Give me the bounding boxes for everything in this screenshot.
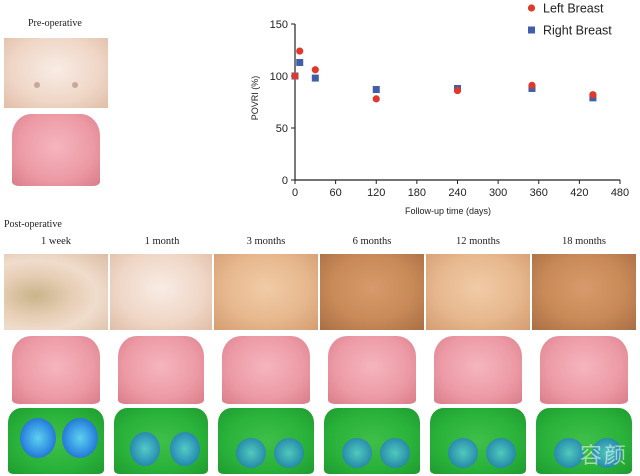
column-label-3-months: 3 months	[246, 236, 286, 247]
point-right-breast	[296, 58, 304, 66]
x-tick-label: 360	[530, 187, 548, 199]
watermark: 容颜	[579, 444, 628, 469]
volume-heatmap-18-months: 容颜	[532, 408, 636, 474]
photo-18-months	[532, 254, 636, 330]
y-tick-label: 150	[270, 19, 288, 31]
chart-points	[291, 47, 597, 103]
point-left-breast	[291, 72, 299, 80]
legend-label: Left Breast	[543, 2, 604, 16]
y-tick-label: 0	[282, 175, 288, 187]
pre-operative-label: Pre-operative	[28, 18, 82, 29]
pre-operative-3d-model	[4, 114, 108, 186]
point-right-breast	[372, 86, 380, 94]
3d-model-1-month	[110, 336, 212, 404]
column-label-1-month: 1 month	[144, 236, 180, 247]
pre-operative-photo	[4, 38, 108, 108]
point-left-breast	[453, 86, 462, 95]
column-label-12-months: 12 months	[455, 236, 501, 247]
column-label-18-months: 18 months	[561, 236, 607, 247]
point-left-breast	[372, 95, 380, 103]
x-tick-label: 300	[489, 187, 507, 199]
y-axis-label: POVRI (%)	[250, 76, 260, 121]
3d-model-18-months	[532, 336, 636, 404]
volume-heatmap-3-months	[214, 408, 318, 474]
x-tick-label: 420	[570, 187, 588, 199]
column-label-6-months: 6 months	[352, 236, 392, 247]
volume-heatmap-1-week	[4, 408, 108, 474]
povri-scatter-chart: 0 50 100 150 0 60 120 180 240 300 360 420 480 Left B…	[250, 2, 630, 217]
volume-heatmap-6-months	[320, 408, 424, 474]
x-tick-label: 180	[408, 187, 426, 199]
y-tick-label: 100	[270, 71, 288, 83]
legend-marker-right	[528, 26, 535, 34]
photo-1-week	[4, 254, 108, 330]
photo-12-months	[426, 254, 530, 330]
3d-model-6-months	[320, 336, 424, 404]
point-left-breast	[589, 91, 597, 99]
y-tick-label: 50	[276, 123, 288, 135]
x-axis-label: Follow-up time (days)	[405, 206, 491, 216]
point-left-breast	[296, 47, 304, 55]
point-right-breast	[311, 74, 319, 82]
point-left-breast	[528, 81, 536, 89]
3d-model-1-week	[4, 336, 108, 404]
chart-axes: 0 50 100 150 0 60 120 180 240 300 360 420 480	[270, 19, 630, 199]
point-left-breast	[311, 66, 319, 74]
x-tick-label: 0	[292, 187, 298, 199]
column-label-1-week: 1 week	[40, 236, 72, 247]
volume-heatmap-12-months	[426, 408, 530, 474]
legend-label: Right Breast	[543, 24, 612, 38]
chart-legend: Left Breast Right Breast	[527, 2, 612, 38]
photo-3-months	[214, 254, 318, 330]
3d-model-12-months	[426, 336, 530, 404]
x-tick-label: 480	[611, 187, 629, 199]
x-tick-label: 120	[367, 187, 385, 199]
x-tick-label: 240	[448, 187, 466, 199]
volume-heatmap-1-month	[110, 408, 212, 474]
legend-marker-left	[527, 4, 536, 12]
3d-model-3-months	[214, 336, 318, 404]
photo-6-months	[320, 254, 424, 330]
photo-1-month	[110, 254, 212, 330]
post-operative-label: Post-operative	[4, 219, 62, 230]
x-tick-label: 60	[330, 187, 342, 199]
